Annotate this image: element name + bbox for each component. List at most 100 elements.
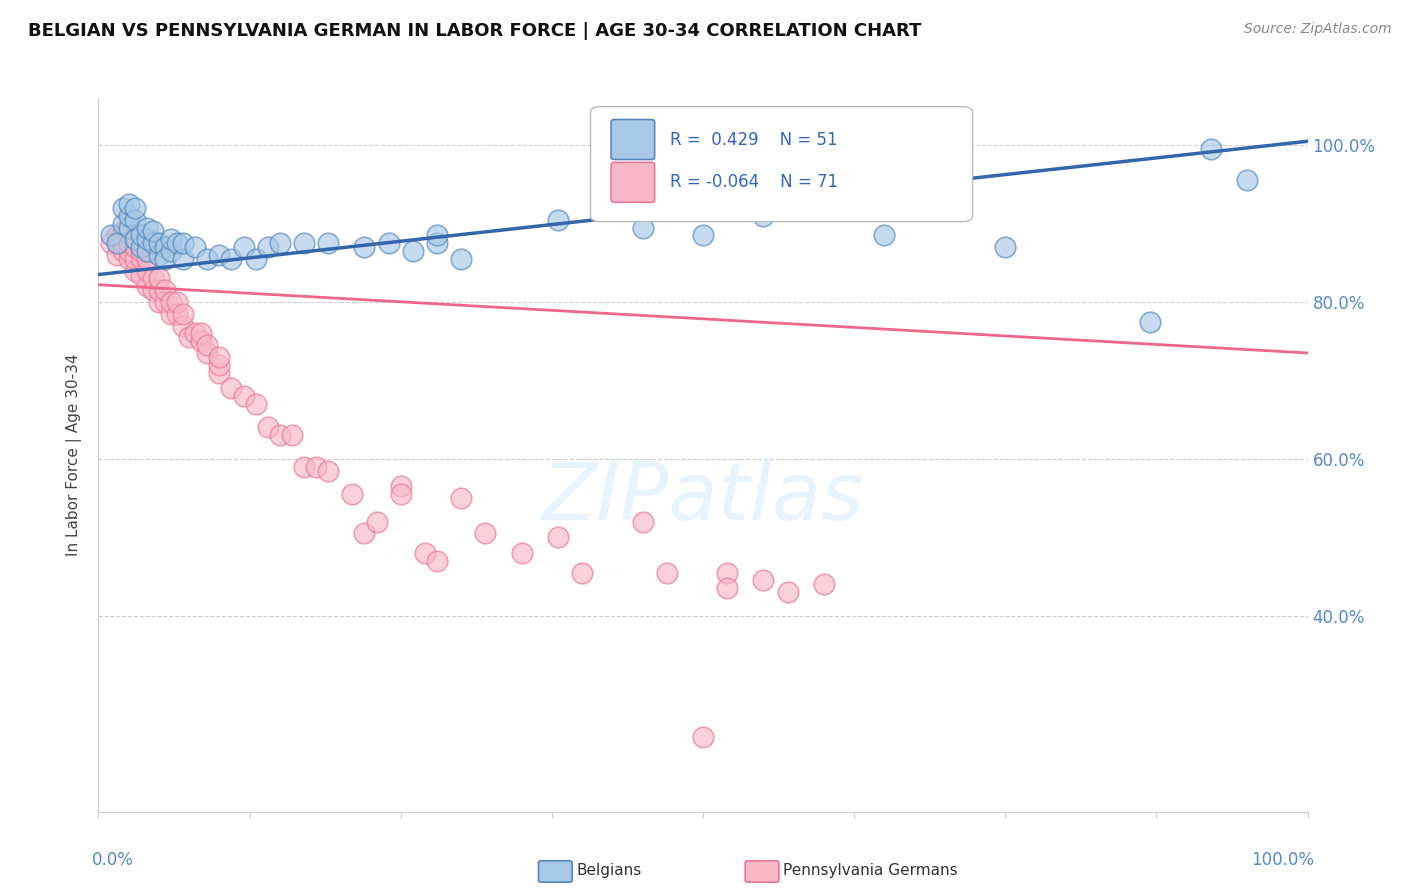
Point — [135, 232, 157, 246]
Point — [1236, 173, 1258, 187]
Point — [208, 358, 231, 372]
Point — [111, 236, 134, 251]
Point — [474, 526, 496, 541]
Point — [366, 515, 388, 529]
Point — [129, 268, 152, 282]
Point — [118, 209, 141, 223]
Point — [184, 240, 207, 254]
Point — [450, 491, 472, 505]
Point — [135, 244, 157, 258]
Point — [269, 428, 291, 442]
Point — [873, 228, 896, 243]
Point — [195, 252, 218, 266]
Point — [172, 252, 194, 266]
Point — [571, 566, 593, 580]
Point — [813, 577, 835, 591]
Point — [135, 244, 157, 258]
Point — [221, 381, 243, 395]
Text: R = -0.064    N = 71: R = -0.064 N = 71 — [671, 173, 838, 191]
Point — [118, 236, 141, 251]
Point — [208, 366, 231, 380]
Point — [160, 244, 183, 258]
Point — [377, 236, 399, 251]
Point — [195, 338, 218, 352]
Point — [752, 209, 775, 223]
Point — [160, 295, 183, 310]
Point — [190, 334, 212, 349]
Point — [105, 248, 128, 262]
Point — [142, 236, 165, 251]
Point — [752, 574, 775, 588]
FancyBboxPatch shape — [612, 162, 655, 202]
Point — [124, 263, 146, 277]
Point — [256, 240, 278, 254]
Point — [160, 232, 183, 246]
Point — [631, 220, 654, 235]
Point — [426, 228, 449, 243]
Point — [510, 546, 533, 560]
Point — [692, 228, 714, 243]
Point — [172, 307, 194, 321]
Point — [631, 515, 654, 529]
Point — [655, 566, 678, 580]
Point — [172, 236, 194, 251]
Text: Pennsylvania Germans: Pennsylvania Germans — [783, 863, 957, 878]
Point — [105, 236, 128, 251]
Y-axis label: In Labor Force | Age 30-34: In Labor Force | Age 30-34 — [66, 353, 83, 557]
Point — [232, 389, 254, 403]
Point — [221, 252, 243, 266]
FancyBboxPatch shape — [612, 120, 655, 160]
Point — [129, 252, 152, 266]
Point — [292, 236, 315, 251]
Point — [305, 459, 328, 474]
Text: 0.0%: 0.0% — [93, 851, 134, 869]
Text: Source: ZipAtlas.com: Source: ZipAtlas.com — [1244, 22, 1392, 37]
Point — [166, 295, 188, 310]
Point — [1139, 315, 1161, 329]
Point — [118, 220, 141, 235]
Point — [135, 220, 157, 235]
Point — [208, 248, 231, 262]
Point — [195, 346, 218, 360]
Point — [148, 236, 170, 251]
Point — [142, 224, 165, 238]
Point — [316, 464, 339, 478]
Point — [353, 240, 375, 254]
Point — [269, 236, 291, 251]
Point — [716, 581, 738, 595]
Point — [190, 326, 212, 341]
Point — [450, 252, 472, 266]
Point — [389, 479, 412, 493]
Point — [184, 326, 207, 341]
Text: R =  0.429    N = 51: R = 0.429 N = 51 — [671, 130, 838, 148]
Point — [426, 554, 449, 568]
Point — [208, 350, 231, 364]
Point — [148, 283, 170, 297]
Point — [118, 197, 141, 211]
Point — [1199, 142, 1222, 156]
Point — [692, 730, 714, 744]
Point — [148, 271, 170, 285]
Point — [124, 232, 146, 246]
Point — [142, 271, 165, 285]
Point — [111, 201, 134, 215]
Point — [135, 279, 157, 293]
Point — [547, 530, 569, 544]
Point — [135, 252, 157, 266]
Point — [111, 244, 134, 258]
Point — [100, 228, 122, 243]
Point — [105, 228, 128, 243]
Point — [245, 397, 267, 411]
Point — [153, 295, 176, 310]
Point — [166, 236, 188, 251]
Point — [124, 212, 146, 227]
Point — [547, 212, 569, 227]
Point — [124, 240, 146, 254]
Point — [179, 330, 201, 344]
Text: Belgians: Belgians — [576, 863, 641, 878]
Point — [342, 487, 364, 501]
Point — [148, 295, 170, 310]
Point — [281, 428, 304, 442]
Text: BELGIAN VS PENNSYLVANIA GERMAN IN LABOR FORCE | AGE 30-34 CORRELATION CHART: BELGIAN VS PENNSYLVANIA GERMAN IN LABOR … — [28, 22, 921, 40]
Point — [776, 585, 799, 599]
